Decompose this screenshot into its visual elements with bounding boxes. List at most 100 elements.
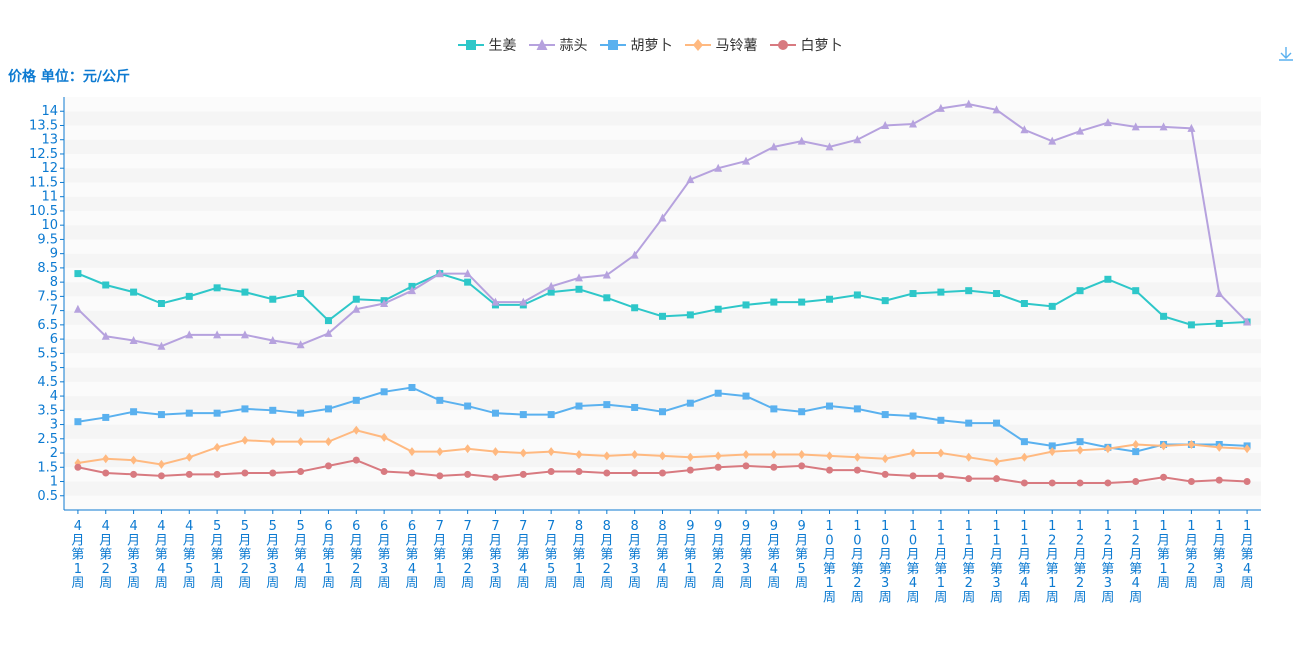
data-point[interactable] [1215, 289, 1224, 298]
data-point[interactable] [575, 468, 583, 476]
data-point[interactable] [213, 284, 221, 292]
data-point[interactable] [213, 470, 221, 478]
data-point[interactable] [1020, 438, 1028, 446]
data-point[interactable] [714, 463, 722, 471]
data-point[interactable] [1076, 287, 1084, 295]
data-point[interactable] [575, 449, 583, 459]
data-point[interactable] [909, 119, 918, 128]
data-point[interactable] [1048, 136, 1057, 145]
data-point[interactable] [1104, 275, 1112, 283]
data-point[interactable] [1132, 439, 1140, 449]
data-point[interactable] [1159, 122, 1168, 131]
data-point[interactable] [1132, 478, 1140, 486]
data-point[interactable] [1132, 287, 1140, 295]
data-point[interactable] [714, 389, 722, 397]
data-point[interactable] [993, 419, 1001, 427]
data-point[interactable] [742, 301, 750, 309]
data-point[interactable] [102, 454, 110, 464]
data-point[interactable] [853, 405, 861, 413]
data-point[interactable] [268, 336, 277, 345]
data-point[interactable] [324, 328, 333, 337]
data-point[interactable] [241, 469, 249, 477]
data-point[interactable] [798, 449, 806, 459]
data-point[interactable] [380, 468, 388, 476]
data-point[interactable] [324, 437, 332, 447]
data-point[interactable] [297, 290, 305, 298]
data-point[interactable] [881, 120, 890, 129]
data-point[interactable] [491, 409, 499, 417]
legend-item[interactable]: 生姜 [457, 35, 517, 55]
data-point[interactable] [909, 472, 917, 480]
data-point[interactable] [102, 469, 110, 477]
data-point[interactable] [909, 412, 917, 420]
data-point[interactable] [1187, 123, 1196, 132]
data-point[interactable] [826, 295, 834, 303]
data-point[interactable] [408, 469, 416, 477]
data-point[interactable] [464, 278, 472, 286]
data-point[interactable] [269, 295, 277, 303]
data-point[interactable] [491, 297, 500, 306]
data-point[interactable] [937, 288, 945, 296]
data-point[interactable] [157, 411, 165, 419]
data-point[interactable] [157, 341, 166, 350]
data-point[interactable] [1048, 302, 1056, 310]
data-point[interactable] [1048, 442, 1056, 450]
data-point[interactable] [157, 459, 165, 469]
data-point[interactable] [436, 447, 444, 457]
data-point[interactable] [686, 175, 695, 184]
data-point[interactable] [770, 449, 778, 459]
data-point[interactable] [770, 298, 778, 306]
data-point[interactable] [603, 294, 611, 302]
data-point[interactable] [1160, 441, 1168, 451]
data-point[interactable] [240, 330, 249, 339]
data-point[interactable] [241, 405, 249, 413]
data-point[interactable] [881, 454, 889, 464]
data-point[interactable] [519, 297, 528, 306]
data-point[interactable] [853, 452, 861, 462]
data-point[interactable] [1103, 118, 1112, 127]
data-point[interactable] [1020, 479, 1028, 487]
data-point[interactable] [380, 299, 389, 307]
data-point[interactable] [1215, 476, 1223, 484]
data-point[interactable] [408, 384, 416, 392]
data-point[interactable] [297, 437, 305, 447]
data-point[interactable] [491, 473, 499, 481]
data-point[interactable] [464, 470, 472, 478]
data-point[interactable] [798, 462, 806, 470]
data-point[interactable] [993, 475, 1001, 483]
data-point[interactable] [129, 336, 138, 345]
data-point[interactable] [408, 447, 416, 457]
data-point[interactable] [826, 402, 834, 410]
data-point[interactable] [241, 288, 249, 296]
data-point[interactable] [937, 472, 945, 480]
data-point[interactable] [380, 432, 388, 442]
data-point[interactable] [213, 330, 222, 339]
data-point[interactable] [714, 451, 722, 461]
data-point[interactable] [659, 451, 666, 461]
data-point[interactable] [464, 402, 472, 410]
data-point[interactable] [74, 418, 82, 426]
data-point[interactable] [769, 142, 778, 151]
data-point[interactable] [519, 470, 527, 478]
data-point[interactable] [993, 457, 1001, 467]
data-point[interactable] [964, 99, 973, 108]
data-point[interactable] [352, 425, 360, 435]
data-point[interactable] [1215, 442, 1223, 452]
data-point[interactable] [547, 281, 556, 290]
data-point[interactable] [297, 468, 305, 476]
data-point[interactable] [798, 298, 806, 306]
data-point[interactable] [324, 462, 332, 470]
data-point[interactable] [742, 462, 750, 470]
data-point[interactable] [574, 273, 583, 282]
data-point[interactable] [1187, 439, 1195, 449]
data-point[interactable] [352, 295, 360, 303]
data-point[interactable] [686, 311, 694, 319]
data-point[interactable] [1243, 444, 1251, 454]
data-point[interactable] [826, 451, 834, 461]
data-point[interactable] [352, 304, 361, 313]
data-point[interactable] [185, 330, 194, 339]
data-point[interactable] [1104, 479, 1112, 487]
data-point[interactable] [659, 408, 666, 416]
data-point[interactable] [1048, 447, 1056, 457]
data-point[interactable] [575, 285, 583, 293]
